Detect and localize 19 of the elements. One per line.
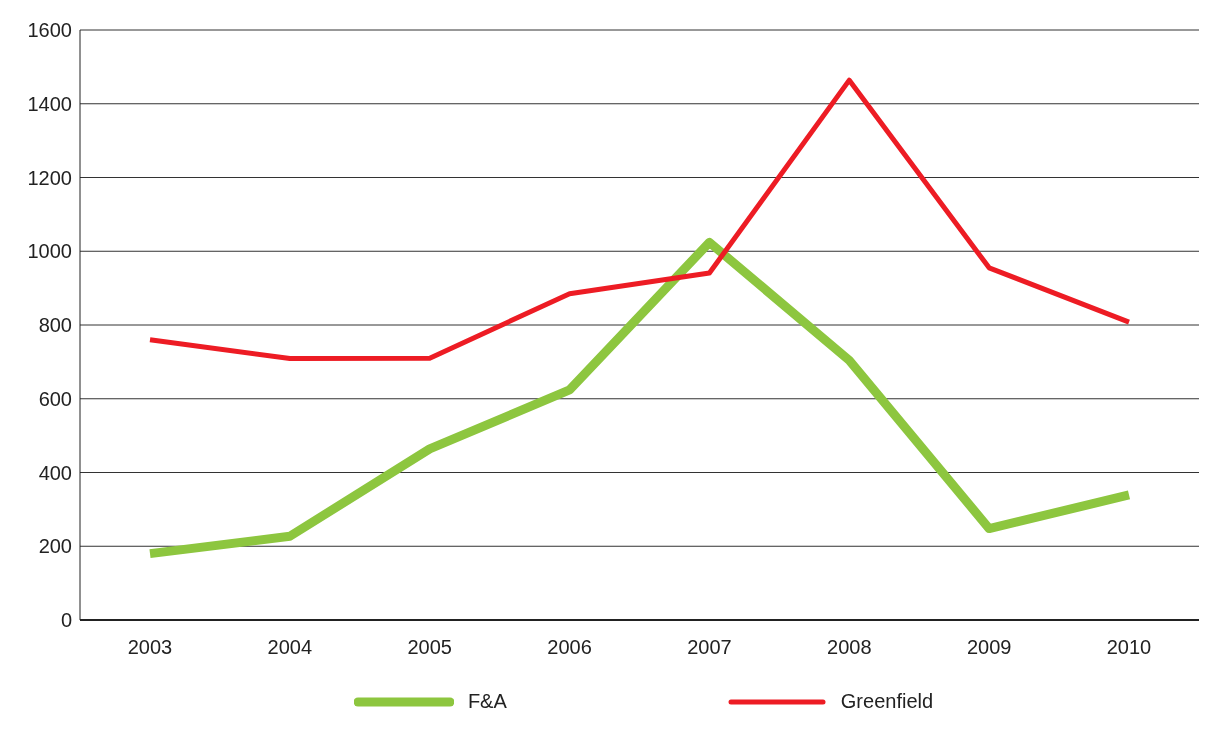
y-tick-label: 1000 xyxy=(27,240,72,263)
legend-label: F&A xyxy=(467,690,507,713)
x-tick-label: 2009 xyxy=(966,636,1012,659)
y-tick-label: 1600 xyxy=(27,19,72,42)
x-tick-label: 2004 xyxy=(267,636,313,659)
y-tick-label: 800 xyxy=(38,314,72,337)
y-tick-label: 0 xyxy=(60,609,72,632)
x-tick-label: 2008 xyxy=(827,636,872,659)
x-tick-label: 2003 xyxy=(127,636,173,659)
x-tick-label: 2006 xyxy=(547,636,592,659)
x-tick-label: 2005 xyxy=(407,636,452,659)
x-tick-label: 2010 xyxy=(1106,636,1152,659)
y-tick-label: 400 xyxy=(38,461,72,484)
legend-label: Greenfield xyxy=(840,690,934,713)
y-tick-label: 1400 xyxy=(27,92,72,115)
y-tick-label: 600 xyxy=(38,387,72,410)
y-tick-label: 1200 xyxy=(27,166,72,189)
y-tick-label: 200 xyxy=(38,535,72,558)
x-tick-label: 2007 xyxy=(687,636,732,659)
